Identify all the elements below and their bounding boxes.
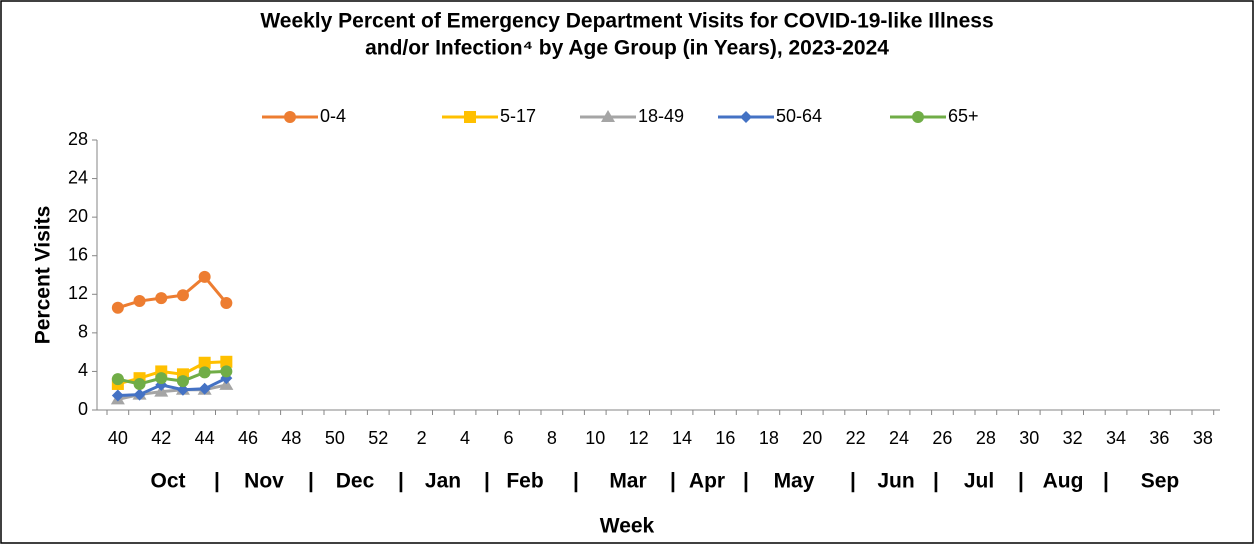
month-label: Oct [150, 470, 185, 493]
month-label: Mar [609, 470, 646, 493]
y-tick-label: 4 [78, 360, 88, 380]
x-tick-label: 50 [325, 428, 345, 448]
marker [133, 377, 146, 390]
x-tick-label: 12 [629, 428, 649, 448]
y-axis-label: Percent Visits [32, 206, 55, 345]
x-tick-label: 8 [547, 428, 557, 448]
x-tick-label: 36 [1149, 428, 1169, 448]
month-label: | [743, 470, 749, 493]
x-tick-label: 38 [1193, 428, 1213, 448]
y-tick-label: 16 [68, 244, 88, 264]
y-tick-label: 0 [78, 399, 88, 419]
y-tick-label: 28 [68, 129, 88, 149]
x-tick-label: 48 [281, 428, 301, 448]
y-tick-label: 20 [68, 206, 88, 226]
marker [111, 389, 124, 402]
month-label: | [850, 470, 856, 493]
month-label: Jan [425, 470, 461, 493]
month-label: Nov [244, 470, 284, 493]
legend-marker [740, 111, 752, 123]
y-tick-label: 8 [78, 322, 88, 342]
marker [111, 301, 124, 314]
x-tick-label: 24 [889, 428, 909, 448]
x-tick-label: 2 [417, 428, 427, 448]
month-label: | [670, 470, 676, 493]
month-label: | [398, 470, 404, 493]
x-axis-label: Week [600, 515, 655, 538]
month-label: Apr [689, 470, 725, 493]
marker [198, 270, 211, 283]
marker [198, 356, 211, 369]
marker [220, 365, 233, 378]
month-label: May [774, 470, 815, 493]
x-tick-label: 18 [759, 428, 779, 448]
chart-title: and/or Infection⁴ by Age Group (in Years… [365, 37, 889, 60]
month-label: Sep [1141, 470, 1180, 493]
x-tick-label: 26 [932, 428, 952, 448]
legend-marker [284, 111, 296, 123]
month-label: Dec [336, 470, 375, 493]
marker [176, 375, 189, 388]
x-tick-label: 30 [1019, 428, 1039, 448]
marker [198, 366, 211, 379]
marker [155, 372, 168, 385]
x-tick-label: 22 [846, 428, 866, 448]
x-tick-label: 14 [672, 428, 692, 448]
x-tick-label: 32 [1063, 428, 1083, 448]
month-label: Jul [964, 470, 994, 493]
marker [176, 383, 189, 396]
legend-label: 65+ [948, 106, 979, 126]
legend-marker [912, 111, 924, 123]
marker [176, 289, 189, 302]
marker [111, 373, 124, 386]
month-label: | [308, 470, 314, 493]
x-tick-label: 34 [1106, 428, 1126, 448]
x-tick-label: 46 [238, 428, 258, 448]
x-tick-label: 44 [195, 428, 215, 448]
legend-marker [601, 110, 615, 122]
legend-label: 50-64 [776, 106, 822, 126]
x-tick-label: 42 [151, 428, 171, 448]
month-label: | [1018, 470, 1024, 493]
marker [198, 382, 211, 395]
month-label: Feb [506, 470, 543, 493]
legend-label: 5-17 [500, 106, 536, 126]
x-tick-label: 20 [802, 428, 822, 448]
marker [220, 296, 233, 309]
x-tick-label: 52 [368, 428, 388, 448]
month-label: | [573, 470, 579, 493]
legend-label: 0-4 [320, 106, 346, 126]
legend-marker [464, 111, 476, 123]
month-label: | [1103, 470, 1109, 493]
marker [133, 295, 146, 308]
x-tick-label: 28 [976, 428, 996, 448]
x-tick-label: 40 [108, 428, 128, 448]
x-tick-label: 6 [503, 428, 513, 448]
marker [133, 388, 146, 401]
x-tick-label: 4 [460, 428, 470, 448]
month-label: Jun [877, 470, 914, 493]
x-tick-label: 16 [715, 428, 735, 448]
y-tick-label: 12 [68, 283, 88, 303]
x-tick-label: 10 [585, 428, 605, 448]
marker [220, 355, 233, 368]
month-label: | [933, 470, 939, 493]
y-tick-label: 24 [68, 167, 88, 187]
month-label: Aug [1043, 470, 1084, 493]
month-label: | [214, 470, 220, 493]
marker [155, 292, 168, 305]
month-label: | [484, 470, 490, 493]
chart-title: Weekly Percent of Emergency Department V… [260, 10, 993, 33]
legend-label: 18-49 [638, 106, 684, 126]
